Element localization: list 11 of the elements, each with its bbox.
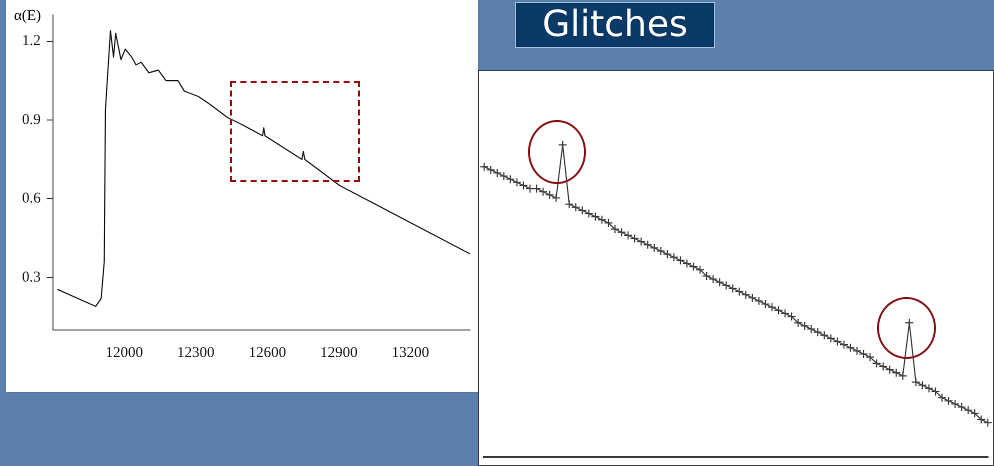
y-tick-label: 1.2 [22, 33, 41, 50]
y-axis-title: α(E) [14, 8, 42, 25]
y-tick-label: 0.3 [22, 269, 41, 286]
chart-title: Glitches [515, 2, 715, 48]
x-tick-label: 12000 [106, 344, 144, 361]
x-tick-label: 12300 [177, 344, 215, 361]
y-tick-label: 0.9 [22, 112, 41, 128]
y-tick-label: 0.6 [22, 190, 42, 207]
x-tick-label: 12900 [320, 344, 358, 361]
x-tick-label: 13200 [392, 344, 430, 361]
x-tick-label: 12600 [248, 344, 286, 361]
